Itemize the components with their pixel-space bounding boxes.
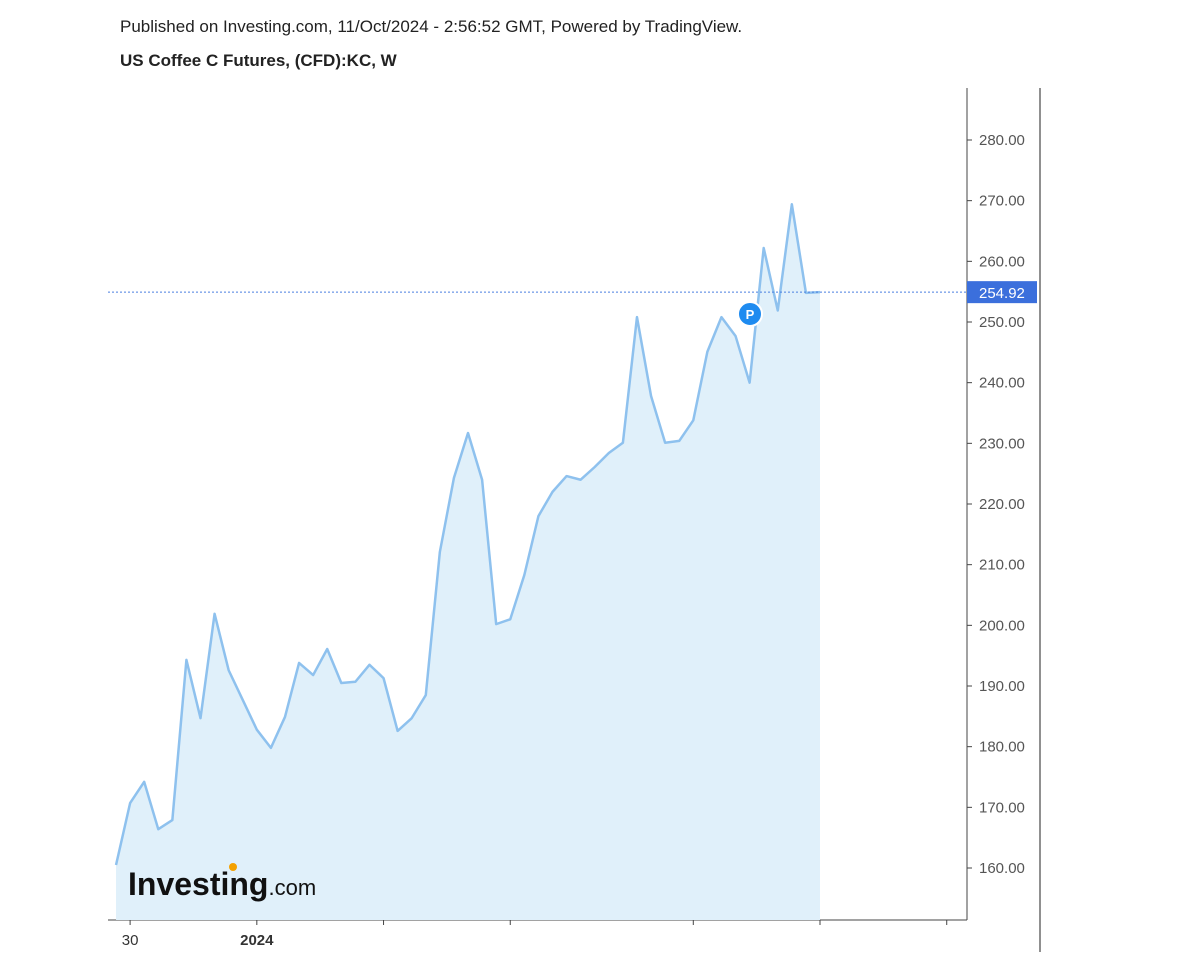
price-line xyxy=(114,203,821,866)
logo: Investing.com xyxy=(128,866,316,902)
chart-title: US Coffee C Futures, (CFD):KC, W xyxy=(120,51,398,70)
y-tick-label: 170.00 xyxy=(979,799,1025,816)
y-tick-label: 230.00 xyxy=(979,435,1025,452)
y-tick-label: 160.00 xyxy=(979,860,1025,877)
area xyxy=(116,204,821,921)
x-tick-label: 2024 xyxy=(240,932,274,949)
y-tick-label: 210.00 xyxy=(979,557,1025,574)
y-tick-label: 240.00 xyxy=(979,375,1025,392)
x-tick-label: 30 xyxy=(122,932,139,949)
logo-dot xyxy=(229,863,237,871)
logo-brand: Investing xyxy=(128,866,268,902)
subtitle: Published on Investing.com, 11/Oct/2024 … xyxy=(120,17,742,36)
y-tick-label: 280.00 xyxy=(979,132,1025,149)
last-price-label: 254.92 xyxy=(979,285,1025,302)
last-price-badge xyxy=(967,281,1037,304)
y-tick-label: 190.00 xyxy=(979,678,1025,695)
y-tick-label: 260.00 xyxy=(979,253,1025,270)
event-marker xyxy=(737,301,763,327)
y-tick-label: 200.00 xyxy=(979,617,1025,634)
y-tick-label: 270.00 xyxy=(979,193,1025,210)
y-tick-label: 180.00 xyxy=(979,739,1025,756)
y-tick-label: 220.00 xyxy=(979,496,1025,513)
logo-suffix: .com xyxy=(268,875,316,900)
y-tick-label: 250.00 xyxy=(979,314,1025,331)
event-marker-label: P xyxy=(746,307,755,322)
